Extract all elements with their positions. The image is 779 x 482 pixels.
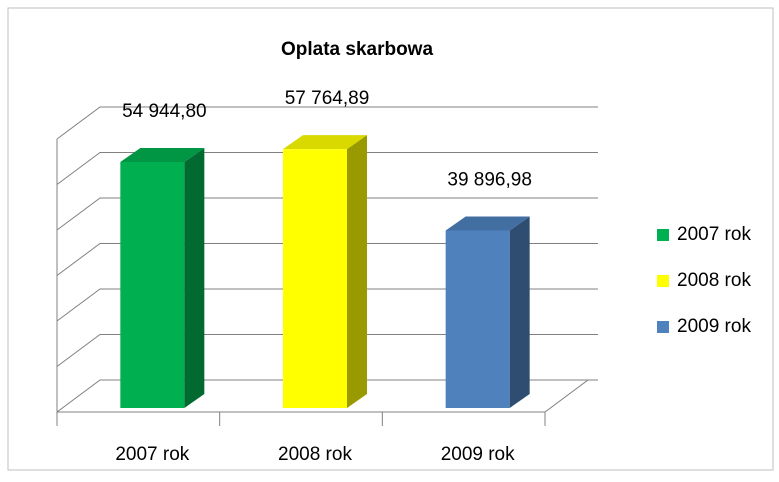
- grid-line: [56, 197, 598, 231]
- value-label: 39 896,98: [447, 169, 532, 190]
- grid-line: [56, 334, 598, 367]
- bar-side: [509, 216, 530, 408]
- grid-line: [56, 379, 598, 413]
- legend-swatch: [657, 321, 669, 333]
- bar-side: [347, 135, 367, 409]
- grid-line: [56, 152, 598, 185]
- bar-top: [445, 216, 530, 231]
- x-tick-label: 2007 rok: [115, 444, 189, 465]
- bar-top: [283, 135, 367, 150]
- grid-line: [56, 288, 598, 322]
- bar-side: [184, 148, 205, 408]
- legend-swatch: [657, 229, 669, 241]
- value-label: 57 764,89: [285, 88, 370, 109]
- grid-line: [56, 106, 598, 140]
- legend-label: 2009 rok: [677, 316, 751, 337]
- bar: [120, 162, 185, 408]
- bar-top: [120, 148, 205, 163]
- x-tick-label: 2009 rok: [441, 444, 515, 465]
- bar: [445, 230, 510, 408]
- legend-swatch: [657, 275, 669, 287]
- bar: [283, 149, 347, 409]
- grid-line: [56, 243, 598, 276]
- chart-title: Oplata skarbowa: [281, 39, 433, 60]
- legend-label: 2008 rok: [677, 270, 751, 291]
- value-label: 54 944,80: [122, 101, 207, 122]
- legend-label: 2007 rok: [677, 224, 751, 245]
- x-tick-label: 2008 rok: [278, 444, 352, 465]
